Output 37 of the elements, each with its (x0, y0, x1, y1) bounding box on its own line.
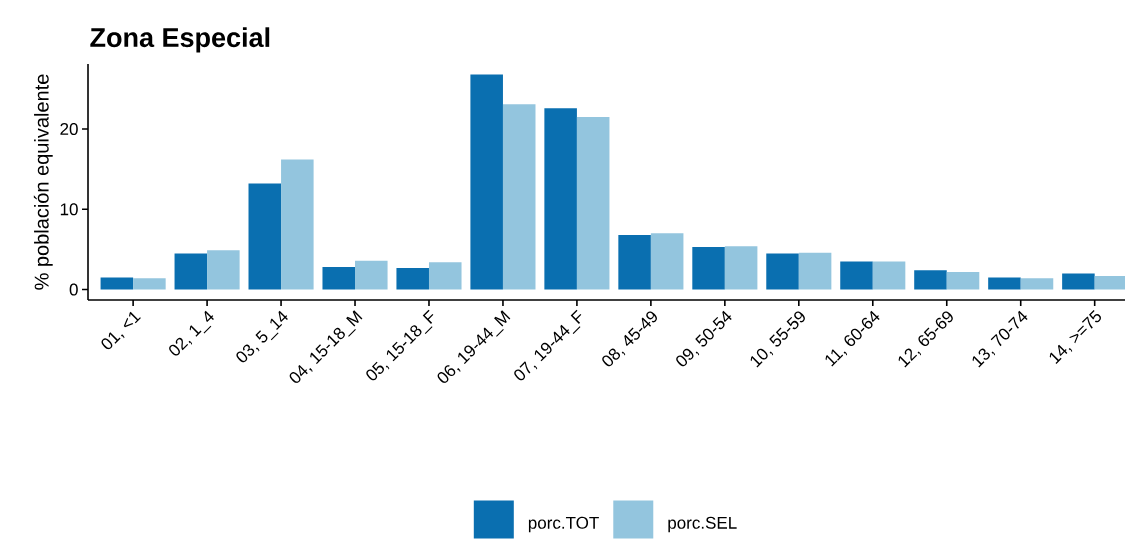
bar (766, 253, 799, 290)
y-axis-title: % población equivalente (33, 74, 53, 290)
bar (840, 261, 873, 290)
bar (914, 270, 947, 290)
bar (798, 252, 832, 290)
y-tick-label: 20 (60, 123, 78, 136)
bar (100, 277, 134, 290)
bar (872, 261, 906, 290)
bar (207, 250, 240, 290)
bar (692, 247, 725, 290)
y-tick-label: 10 (60, 203, 78, 216)
bar (576, 116, 610, 290)
bar (174, 253, 208, 290)
bar (502, 104, 536, 290)
bar (544, 108, 577, 290)
bar (946, 271, 980, 290)
bar (724, 246, 758, 290)
x-tick-label: 02, 1_4 (169, 310, 214, 356)
y-tick-label: 0 (69, 283, 78, 296)
bar (396, 267, 429, 290)
bar (133, 278, 166, 290)
bar (355, 260, 388, 290)
bar (248, 183, 282, 290)
bar (988, 277, 1021, 290)
bar (1020, 278, 1054, 290)
chart-title: Zona Especial (90, 27, 270, 53)
x-tick-label: 01, <1 (101, 311, 141, 350)
bar (618, 234, 651, 290)
bar (428, 262, 462, 290)
bar (470, 74, 503, 290)
bar (650, 233, 684, 290)
legend-label: porc.TOT (528, 516, 599, 533)
bar (322, 267, 356, 290)
legend-label: porc.SEL (668, 516, 737, 533)
bar (281, 159, 314, 290)
bar (1094, 275, 1126, 290)
bar (1062, 273, 1095, 290)
